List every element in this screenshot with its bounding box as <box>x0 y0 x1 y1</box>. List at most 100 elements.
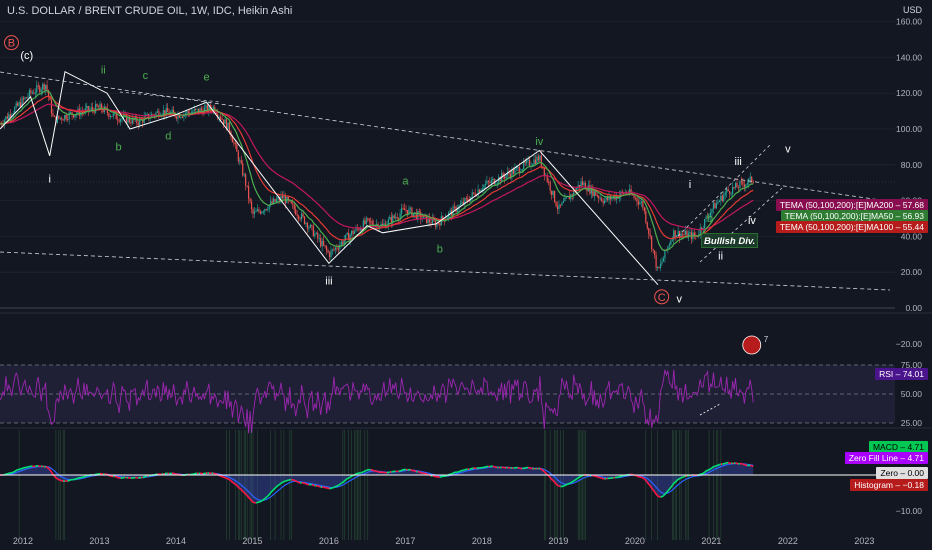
candle-body <box>195 108 197 110</box>
macd-line-segment <box>53 475 57 479</box>
candle-body <box>553 190 556 202</box>
macd-line-segment <box>174 473 177 476</box>
macd-line-segment <box>553 481 557 485</box>
macd-line-segment <box>302 482 305 485</box>
candle-body <box>106 108 108 113</box>
macd-line-segment <box>579 475 582 478</box>
candle-body <box>430 222 432 224</box>
candle-body <box>271 201 273 204</box>
macd-line-segment <box>12 470 16 473</box>
macd-line-segment <box>424 472 428 476</box>
macd-line-segment <box>48 467 51 471</box>
candle-body <box>120 119 122 122</box>
candle-body <box>30 90 32 94</box>
candle-body <box>102 109 104 112</box>
candle-body <box>562 201 565 203</box>
candle-body <box>358 228 360 231</box>
macd-line-segment <box>240 489 244 492</box>
candle-body <box>637 201 640 205</box>
price-axis-tick: 120.00 <box>896 88 922 98</box>
macd-line-segment <box>576 477 579 480</box>
candle-body <box>439 223 441 226</box>
candle-body <box>40 89 42 93</box>
candle-body <box>86 106 88 109</box>
macd-line-segment <box>273 487 276 491</box>
candle-body <box>328 252 331 257</box>
candle-body <box>708 217 710 219</box>
candle-body <box>381 223 384 225</box>
candle-body <box>537 156 540 161</box>
macd-line-segment <box>245 493 248 497</box>
candle-body <box>24 97 26 100</box>
candle-body <box>9 114 11 118</box>
macd-line-segment <box>293 479 297 482</box>
candle-body <box>115 112 117 120</box>
macd-line-segment <box>311 483 314 487</box>
macd-line-segment <box>46 466 50 470</box>
macd-line-segment <box>648 483 651 487</box>
candle-body <box>43 84 45 90</box>
candle-body <box>100 103 103 110</box>
candle-body <box>180 116 182 118</box>
macd-line-segment <box>349 475 353 478</box>
macd-line-segment <box>682 475 685 478</box>
candle-body <box>726 189 728 193</box>
candle-body <box>449 210 451 213</box>
macd-line-segment <box>228 479 232 482</box>
candle-body <box>343 240 345 245</box>
candle-body <box>192 111 194 113</box>
candle-body <box>156 111 159 113</box>
candle-body <box>684 230 687 235</box>
macd-line-segment <box>552 479 556 483</box>
candle-body <box>95 104 97 113</box>
candle-body <box>505 175 507 179</box>
candle-body <box>205 105 207 108</box>
macd-line-segment <box>463 468 466 472</box>
macd-line-segment <box>599 476 602 479</box>
candle-body <box>383 223 385 225</box>
rsi-axis-tick: 50.00 <box>901 389 923 399</box>
candle-body <box>601 198 603 201</box>
candle-body <box>273 198 275 204</box>
macd-line-segment <box>298 481 301 484</box>
candle-body <box>317 232 319 239</box>
candle-body <box>46 84 48 91</box>
macd-line-segment <box>652 489 656 493</box>
macd-line-segment <box>680 476 683 479</box>
macd-line-segment <box>15 469 18 472</box>
candle-body <box>128 117 131 122</box>
candle-body <box>465 198 467 200</box>
candle-body <box>295 209 297 215</box>
candle-body <box>21 98 23 107</box>
wave-label-circle <box>654 289 670 305</box>
macd-line-segment <box>580 474 583 477</box>
macd-line-segment <box>571 480 575 483</box>
candle-body <box>109 116 111 118</box>
candle-body <box>515 167 517 169</box>
candle-body <box>265 209 267 211</box>
candle-body <box>361 229 363 231</box>
candle-body <box>327 250 329 253</box>
candle-body <box>178 114 181 118</box>
candle-body <box>290 200 292 204</box>
macd-line-segment <box>49 469 53 473</box>
macd-line-segment <box>355 472 358 475</box>
candle-body <box>486 180 488 184</box>
candle-body <box>27 96 29 98</box>
candle-body <box>121 118 123 120</box>
x-axis-tick: 2014 <box>166 536 186 546</box>
candle-body <box>268 205 270 210</box>
candle-body <box>534 159 537 164</box>
macd-line-segment <box>76 477 79 480</box>
macd-line-segment <box>661 495 664 498</box>
candle-body <box>540 155 542 167</box>
macd-line-segment <box>50 471 54 475</box>
macd-line-segment <box>683 475 686 478</box>
candle-body <box>186 111 188 114</box>
candle-body <box>236 144 238 152</box>
macd-line-segment <box>143 475 146 478</box>
candle-body <box>670 240 672 245</box>
macd-line-segment <box>221 475 224 479</box>
axes-layer: 2012 2013 2014 2015 2016 2017 2018 2019 2020 2021… <box>13 17 922 546</box>
